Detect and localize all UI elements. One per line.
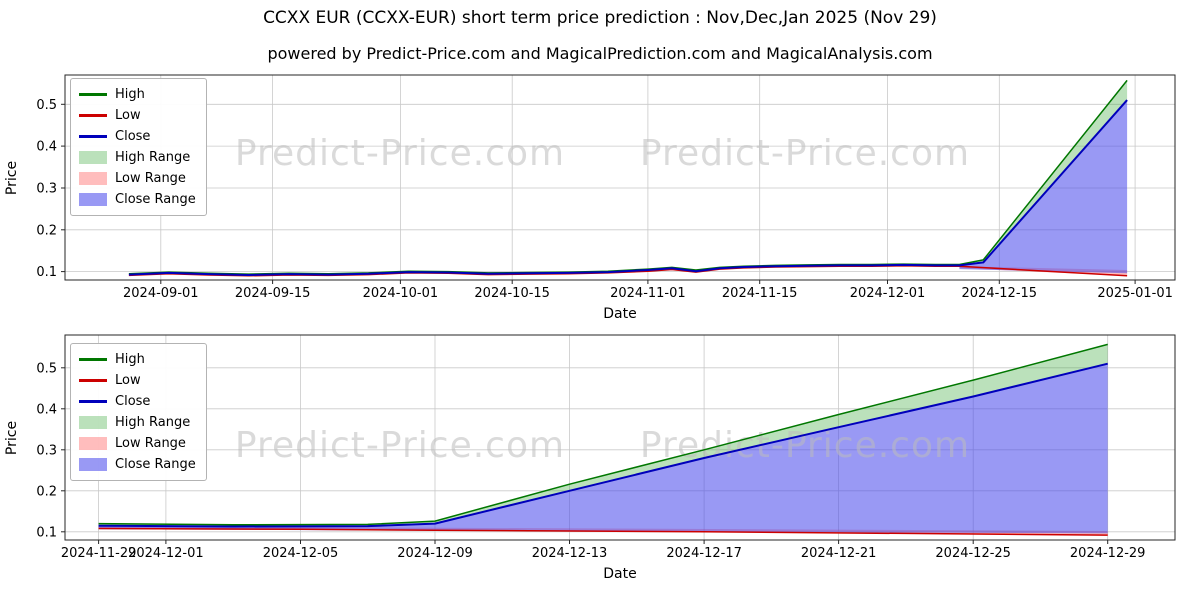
y-axis-label: Price (4, 161, 20, 195)
legend-label: High Range (115, 150, 191, 165)
x-tick-label: 2024-11-15 (722, 286, 798, 301)
page-title: CCXX EUR (CCXX-EUR) short term price pre… (263, 8, 937, 28)
low-line (98, 527, 1108, 536)
y-tick-label: 0.5 (36, 98, 57, 113)
y-axis-label: Price (4, 421, 20, 455)
x-tick-label: 2024-12-09 (397, 546, 473, 561)
legend-label: High Range (115, 415, 191, 430)
page-subtitle: powered by Predict-Price.com and Magical… (267, 44, 933, 63)
y-tick-label: 0.2 (36, 223, 57, 238)
legend-patch-swatch (79, 416, 107, 429)
legend-item-high: High (79, 84, 196, 105)
x-tick-label: 2024-12-21 (801, 546, 877, 561)
legend-item-high-range: High Range (79, 412, 196, 433)
x-tick-label: 2024-10-15 (474, 286, 550, 301)
bottom-chart-canvas: Predict-Price.com Predict-Price.com 0.1 0.2… (4, 334, 1176, 582)
legend-item-low: Low (79, 105, 196, 126)
x-tick-label: 2024-12-17 (666, 546, 742, 561)
legend-line-swatch (79, 379, 107, 382)
legend-item-close-range: Close Range (79, 189, 196, 210)
legend-label: Close (115, 394, 151, 409)
legend-label: Close (115, 129, 151, 144)
legend-line-swatch (79, 114, 107, 117)
legend-item-high-range: High Range (79, 147, 196, 168)
legend-item-low-range: Low Range (79, 433, 196, 454)
x-tick-label: 2025-01-01 (1097, 286, 1173, 301)
bottom-chart-legend: High Low Close High Range Low Range Close Ran… (70, 343, 207, 481)
legend-label: High (115, 352, 145, 367)
close-line (98, 362, 1108, 528)
x-axis-label: Date (603, 306, 636, 322)
legend-patch-swatch (79, 193, 107, 206)
x-tick-label: 2024-12-13 (532, 546, 608, 561)
high-line (98, 343, 1108, 526)
y-tick-label: 0.3 (36, 182, 57, 197)
top-chart: Predict-Price.com Predict-Price.com 0.1 0.2… (0, 65, 1200, 325)
watermark-text: Predict-Price.com (235, 133, 565, 174)
x-tick-label: 2024-09-15 (235, 286, 311, 301)
y-tick-label: 0.4 (36, 402, 57, 417)
legend-line-swatch (79, 93, 107, 96)
legend-label: Close Range (115, 457, 196, 472)
y-tick-label: 0.5 (36, 361, 57, 376)
top-chart-legend: High Low Close High Range Low Range Close Ran… (70, 78, 207, 216)
x-tick-label: 2024-12-25 (935, 546, 1011, 561)
legend-line-swatch (79, 135, 107, 138)
y-tick-label: 0.2 (36, 484, 57, 499)
legend-label: Low (115, 373, 141, 388)
close-line (128, 99, 1128, 276)
x-tick-label: 2024-12-01 (128, 546, 204, 561)
legend-patch-swatch (79, 437, 107, 450)
legend-item-low: Low (79, 370, 196, 391)
legend-label: Low (115, 108, 141, 123)
y-tick-label: 0.3 (36, 443, 57, 458)
watermark-text: Predict-Price.com (640, 133, 970, 174)
legend-patch-swatch (79, 151, 107, 164)
y-tick-label: 0.1 (36, 525, 57, 540)
legend-item-close-range: Close Range (79, 454, 196, 475)
close-range-area (98, 363, 1108, 534)
x-tick-label: 2024-09-01 (123, 286, 199, 301)
legend-label: Close Range (115, 192, 196, 207)
x-tick-label: 2024-12-01 (850, 286, 926, 301)
x-tick-label: 2024-10-01 (363, 286, 439, 301)
legend-line-swatch (79, 358, 107, 361)
legend-item-high: High (79, 349, 196, 370)
y-tick-label: 0.1 (36, 265, 57, 280)
legend-label: High (115, 87, 145, 102)
close-range-area (959, 100, 1128, 274)
x-tick-label: 2024-12-29 (1070, 546, 1146, 561)
plot-border (64, 334, 1176, 541)
watermark-text: Predict-Price.com (640, 425, 970, 466)
x-tick-label: 2024-12-05 (263, 546, 339, 561)
legend-label: Low Range (115, 436, 186, 451)
watermark-text: Predict-Price.com (235, 425, 565, 466)
x-tick-label: 2024-11-01 (610, 286, 686, 301)
bottom-chart: Predict-Price.com Predict-Price.com 0.1 0.2… (0, 325, 1200, 600)
plot-border (64, 74, 1176, 281)
y-tick-label: 0.4 (36, 140, 57, 155)
legend-item-close: Close (79, 391, 196, 412)
high-line (128, 79, 1128, 275)
x-axis-label: Date (603, 566, 636, 582)
legend-patch-swatch (79, 458, 107, 471)
x-tick-label: 2024-12-15 (962, 286, 1038, 301)
x-tick-label: 2024-11-29 (61, 546, 137, 561)
legend-label: Low Range (115, 171, 186, 186)
legend-line-swatch (79, 400, 107, 403)
legend-item-low-range: Low Range (79, 168, 196, 189)
top-chart-canvas: Predict-Price.com Predict-Price.com 0.1 0.2… (4, 74, 1176, 322)
legend-item-close: Close (79, 126, 196, 147)
legend-patch-swatch (79, 172, 107, 185)
